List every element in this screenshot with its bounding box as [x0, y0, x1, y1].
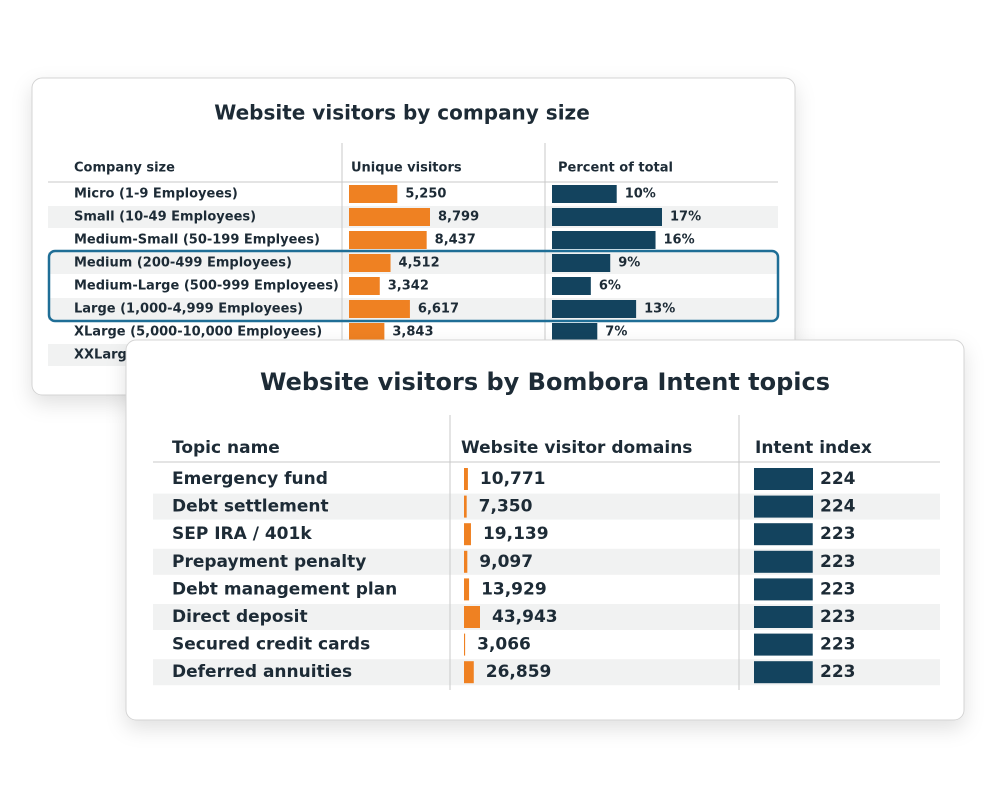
column-header: Percent of total	[558, 161, 673, 176]
column-header: Website visitor domains	[461, 438, 692, 458]
intent-label: 223	[820, 662, 856, 682]
highlight-box	[47, 249, 780, 323]
row-label: Deferred annuities	[172, 662, 352, 682]
visitors-bar	[349, 323, 385, 341]
intent-bar	[754, 550, 813, 573]
visitors-label: 4,512	[399, 256, 440, 271]
intent-bar	[754, 633, 813, 656]
intent-bar	[754, 606, 813, 628]
domains-label: 26,859	[486, 662, 552, 682]
row-label: Debt management plan	[172, 579, 397, 599]
percent-label: 7%	[605, 325, 627, 340]
domains-bar	[464, 495, 467, 518]
visitors-bar	[349, 254, 391, 272]
card-title: Website visitors by company size	[214, 101, 590, 125]
domains-bar	[464, 661, 474, 684]
intent-bar	[754, 578, 813, 601]
percent-bar	[552, 300, 637, 318]
row-label: Prepayment penalty	[172, 552, 366, 572]
visitors-label: 6,617	[418, 302, 459, 317]
percent-label: 17%	[670, 210, 701, 225]
row-label: XXLarg	[74, 348, 127, 363]
row-label: Medium-Small (50-199 Emplyees)	[74, 233, 320, 248]
percent-bar	[552, 323, 598, 341]
percent-bar	[552, 254, 611, 272]
visitors-bar	[349, 208, 430, 226]
card-title: Website visitors by Bombora Intent topic…	[260, 368, 830, 396]
column-header: Unique visitors	[351, 161, 462, 176]
domains-bar	[464, 633, 466, 656]
intent-bar	[754, 495, 813, 518]
domains-label: 10,771	[480, 469, 546, 489]
row-label: Large (1,000-4,999 Employees)	[74, 302, 303, 317]
visitors-label: 3,342	[388, 279, 429, 294]
column-header: Topic name	[172, 438, 280, 458]
row-label: SEP IRA / 401k	[172, 524, 312, 544]
domains-label: 19,139	[483, 524, 549, 544]
intent-bar	[754, 661, 813, 684]
percent-label: 16%	[664, 233, 695, 248]
intent-label: 223	[820, 524, 856, 544]
domains-bar	[464, 523, 471, 546]
row-label: XLarge (5,000-10,000 Employees)	[74, 325, 322, 340]
domains-bar	[464, 550, 468, 573]
percent-bar	[552, 231, 656, 249]
row-label: Emergency fund	[172, 469, 328, 489]
percent-bar	[552, 185, 617, 203]
percent-label: 10%	[625, 187, 656, 202]
visitors-bar	[349, 300, 410, 318]
visitors-bar	[349, 231, 427, 249]
percent-label: 9%	[618, 256, 640, 271]
percent-bar	[552, 208, 662, 226]
row-label: Micro (1-9 Employees)	[74, 187, 238, 202]
column-header: Intent index	[755, 438, 872, 458]
domains-bar	[464, 578, 470, 601]
domains-label: 7,350	[479, 497, 533, 517]
intent-label: 223	[820, 579, 856, 599]
visitors-label: 8,799	[438, 210, 479, 225]
intent-label: 223	[820, 635, 856, 655]
intent-label: 223	[820, 607, 856, 627]
visitors-label: 8,437	[435, 233, 476, 248]
row-label: Direct deposit	[172, 607, 308, 627]
visitors-label: 5,250	[405, 187, 446, 202]
domains-label: 9,097	[479, 552, 533, 572]
visitors-bar	[349, 185, 398, 203]
row-label: Medium-Large (500-999 Employees)	[74, 279, 339, 294]
intent-bar	[754, 468, 813, 490]
percent-bar	[552, 277, 591, 295]
intent-bar	[754, 523, 813, 546]
percent-label: 13%	[644, 302, 675, 317]
row-label: Medium (200-499 Employees)	[74, 256, 292, 271]
intent-card: Website visitors by Bombora Intent topic…	[125, 339, 965, 721]
domains-bar	[464, 468, 468, 490]
domains-label: 13,929	[481, 579, 547, 599]
domains-label: 3,066	[477, 635, 531, 655]
intent-label: 224	[820, 497, 856, 517]
row-label: Debt settlement	[172, 497, 329, 517]
domains-bar	[464, 606, 480, 628]
domains-label: 43,943	[492, 607, 558, 627]
visitors-label: 3,843	[392, 325, 433, 340]
visitors-bar	[349, 277, 380, 295]
row-label: Secured credit cards	[172, 635, 370, 655]
column-header: Company size	[74, 161, 175, 176]
percent-label: 6%	[599, 279, 621, 294]
intent-label: 224	[820, 469, 856, 489]
intent-label: 223	[820, 552, 856, 572]
row-label: Small (10-49 Employees)	[74, 210, 256, 225]
